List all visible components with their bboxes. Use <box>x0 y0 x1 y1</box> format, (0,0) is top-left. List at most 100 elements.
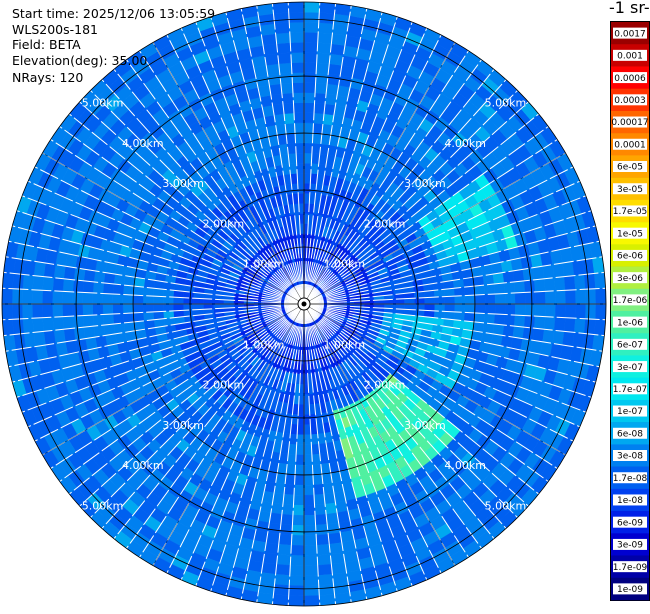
radar-bin <box>82 303 94 316</box>
ray-gap <box>303 303 383 596</box>
radar-bin <box>269 83 283 96</box>
radar-bin <box>331 562 347 575</box>
range-labels: 1.00km 1.00km 1.00km 1.00km 2.00km 2.00km 2.00… <box>82 97 526 513</box>
radar-bin <box>504 281 516 294</box>
radar-bin <box>285 463 296 476</box>
radar-bin <box>315 72 329 84</box>
ray-gap <box>303 303 518 518</box>
ray-gap <box>126 59 305 305</box>
radar-bin <box>544 277 556 292</box>
radar-bin <box>316 544 331 556</box>
colorbar-label-box <box>613 450 647 461</box>
ray-gap <box>303 303 368 600</box>
radar-bin <box>273 584 290 596</box>
radar-bin <box>264 53 279 66</box>
colorbar: 0.0017 0.001 0.0006 0.0003 0.00017 0.0001 6e-0… <box>610 21 650 601</box>
range-ring-label: 1.00km <box>324 338 366 351</box>
radar-bin <box>261 33 277 46</box>
ray-gap <box>210 16 305 305</box>
ray-gap <box>166 34 305 305</box>
radar-bin <box>464 294 476 305</box>
radar-bin <box>330 552 346 565</box>
radar-bin <box>562 261 575 277</box>
ray-gap <box>50 139 305 305</box>
radar-bin <box>565 289 577 305</box>
radar-bin <box>303 484 315 496</box>
ray-gap <box>303 50 469 305</box>
radar-bin <box>288 11 305 23</box>
radar-bin <box>32 317 44 333</box>
ray-gap <box>3 303 305 337</box>
colorbar-label-box <box>613 494 647 506</box>
radar-bins <box>1 1 607 607</box>
radar-bin <box>43 262 56 278</box>
radar-bin <box>277 52 292 64</box>
colorbar-label-box <box>613 272 647 284</box>
radar-bin <box>275 564 291 576</box>
ray-gap <box>303 101 529 305</box>
radar-bin <box>63 265 76 281</box>
colorbar-tick-label: 1.7e-07 <box>613 385 648 395</box>
radar-bin <box>32 275 44 291</box>
radar-bin <box>312 132 323 145</box>
ray-gap <box>303 303 413 587</box>
radar-bin <box>303 454 313 466</box>
radar-bin <box>564 275 576 291</box>
radar-bin <box>565 303 577 319</box>
colorbar-label-box <box>613 116 647 128</box>
radar-bin <box>327 532 343 545</box>
colorbar-tick-label: 1e-08 <box>617 496 643 506</box>
radar-bin <box>514 303 526 316</box>
radar-bin <box>296 424 305 436</box>
radar-bin <box>1 303 13 321</box>
radar-bin <box>291 183 299 195</box>
colorbar-label-box <box>613 138 647 150</box>
ray-gap <box>303 166 574 305</box>
ray-gap <box>195 21 305 305</box>
ray-gap <box>8 240 305 305</box>
radar-bin <box>292 92 305 104</box>
colorbar-label-box <box>613 249 647 261</box>
radar-bin <box>62 315 74 330</box>
ray-gap <box>303 68 495 305</box>
radar-bin <box>172 303 184 312</box>
colorbar-tick-label: 1.7e-09 <box>613 563 648 573</box>
radar-bin <box>303 514 316 526</box>
ray-gap <box>303 2 321 305</box>
radar-bin <box>172 296 184 305</box>
radar-bin <box>92 303 104 316</box>
radar-bin <box>454 303 466 313</box>
radar-bin <box>313 102 326 114</box>
radar-bin <box>62 278 74 293</box>
radar-bin <box>33 331 46 347</box>
ray-gap <box>303 303 337 605</box>
colorbar-tick-label: 1.7e-05 <box>613 207 648 217</box>
radar-bin <box>594 272 606 289</box>
colorbar-label-box <box>613 561 647 573</box>
range-ring-label: 2.00km <box>203 379 245 392</box>
colorbar-tick-label: 6e-07 <box>617 341 643 351</box>
radar-bin <box>291 62 305 73</box>
radar-bin <box>303 142 313 154</box>
radar-bin <box>544 316 556 331</box>
colorbar-tick-label: 1e-09 <box>617 585 643 595</box>
radar-bin <box>555 303 566 318</box>
radar-bin <box>303 31 319 43</box>
ray-gap <box>303 303 603 352</box>
radar-bin <box>295 152 305 164</box>
radar-bin <box>314 82 328 94</box>
range-ring-label: 2.00km <box>203 217 245 230</box>
radar-bin <box>303 545 318 556</box>
radar-bin <box>2 272 14 289</box>
radar-bin <box>280 514 294 526</box>
radar-bin <box>303 172 312 184</box>
colorbar-label-box <box>613 94 647 106</box>
radar-bin <box>575 303 587 319</box>
ray-gap <box>12 303 305 383</box>
ray-gap <box>16 210 305 305</box>
colorbar-tick-label: 1e-07 <box>617 407 643 417</box>
radar-bin <box>303 1 321 13</box>
ray-gap <box>303 303 596 383</box>
ray-gap <box>303 139 558 305</box>
radar-bin <box>132 312 145 323</box>
